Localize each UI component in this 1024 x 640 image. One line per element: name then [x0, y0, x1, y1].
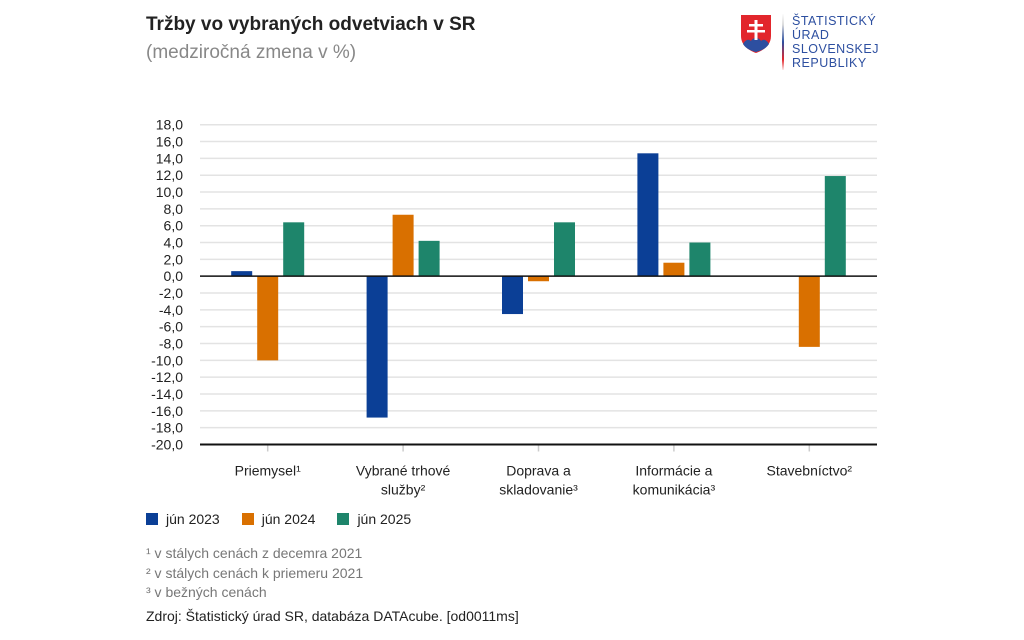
legend-swatch	[337, 513, 350, 525]
bar-jún-2025	[283, 222, 305, 277]
y-tick-label: 16,0	[156, 134, 183, 150]
y-tick-label: -6,0	[159, 319, 183, 335]
y-tick-label: -8,0	[159, 336, 183, 352]
legend-label: jún 2023	[166, 511, 220, 527]
y-tick-label: -2,0	[159, 285, 183, 301]
bar-jún-2023	[231, 271, 253, 277]
y-tick-label: 6,0	[164, 218, 184, 234]
x-tick-label: Priemysel¹	[235, 463, 301, 479]
footnotes: ¹ v stálych cenách z decemra 2021 ² v st…	[146, 544, 363, 603]
x-tick-label: Vybrané trhové	[356, 463, 451, 479]
y-tick-label: 2,0	[164, 251, 184, 267]
logo-line: REPUBLIKY	[792, 56, 867, 70]
y-tick-label: 0,0	[164, 268, 184, 284]
legend-item: jún 2023	[146, 511, 220, 527]
footnote: ¹ v stálych cenách z decemra 2021	[146, 545, 363, 561]
y-tick-label: 18,0	[156, 117, 183, 133]
y-tick-label: 14,0	[156, 150, 183, 166]
x-tick-label: Doprava a	[506, 463, 571, 479]
susr-logo: ŠTATISTICKÝ ÚRAD SLOVENSKEJ REPUBLIKY	[740, 14, 879, 70]
bar-jún-2024	[663, 262, 685, 277]
x-tick-label: skladovanie³	[499, 482, 578, 498]
bar-jún-2025	[554, 222, 575, 277]
y-tick-label: -20,0	[151, 437, 183, 453]
bar-jún-2023	[637, 153, 659, 277]
logo-line: ŠTATISTICKÝ	[792, 14, 877, 28]
chart-title: Tržby vo vybraných odvetviach v SR	[146, 14, 476, 35]
y-tick-label: 8,0	[164, 201, 184, 217]
legend-item: jún 2025	[337, 511, 411, 527]
footnote: ² v stálych cenách k priemeru 2021	[146, 564, 364, 581]
footnote: ³ v bežných cenách	[146, 584, 267, 600]
legend-swatch	[146, 513, 158, 525]
legend-swatch	[241, 513, 254, 525]
y-tick-label: -4,0	[159, 302, 183, 318]
y-tick-label: -14,0	[151, 386, 183, 402]
legend: jún 2023 jún 2024 jún 2025	[146, 511, 411, 527]
bar-jún-2025	[418, 240, 440, 277]
coat-of-arms-icon	[741, 15, 771, 53]
x-tick-label: Stavebníctvo²	[766, 463, 852, 479]
bar-jún-2025	[689, 242, 711, 277]
logo-line: SLOVENSKEJ	[792, 42, 879, 56]
y-tick-label: -12,0	[151, 369, 183, 385]
y-tick-label: -16,0	[151, 403, 183, 419]
y-tick-label: -10,0	[151, 352, 183, 368]
bar-jún-2023	[366, 276, 388, 418]
legend-label: jún 2025	[357, 511, 412, 527]
x-tick-label: Informácie a	[635, 463, 712, 479]
bar-jún-2024	[798, 276, 820, 347]
x-tick-label: služby²	[381, 482, 426, 498]
x-tick-label: komunikácia³	[633, 482, 716, 498]
chart-subtitle: (medziročná zmena v %)	[146, 42, 357, 63]
legend-item: jún 2024	[241, 511, 316, 527]
bar-chart: 18,016,014,012,010,08,06,04,02,00,0-2,0-…	[151, 117, 877, 498]
bar-jún-2024	[257, 276, 279, 361]
logo-text: ŠTATISTICKÝ ÚRAD SLOVENSKEJ REPUBLIKY	[782, 14, 879, 70]
logo-line: ÚRAD	[792, 28, 830, 42]
bar-jún-2025	[824, 176, 846, 277]
y-tick-label: -18,0	[151, 420, 183, 436]
bar-jún-2024	[392, 214, 414, 277]
bar-jún-2023	[502, 276, 523, 315]
y-tick-label: 10,0	[156, 184, 183, 200]
y-tick-label: 4,0	[164, 235, 184, 251]
y-tick-label: 12,0	[156, 167, 183, 183]
source-note: Zdroj: Štatistický úrad SR, databáza DAT…	[146, 608, 519, 624]
legend-label: jún 2024	[261, 511, 316, 527]
bar-jún-2024	[528, 276, 549, 282]
